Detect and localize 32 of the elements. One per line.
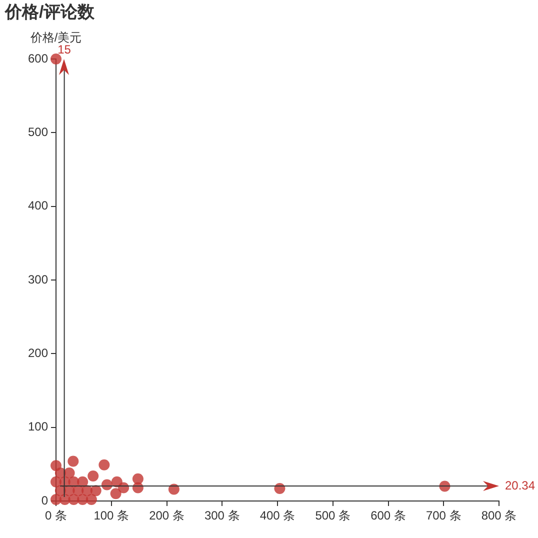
point	[110, 488, 122, 500]
point	[168, 484, 180, 495]
point	[77, 476, 88, 488]
point	[68, 456, 79, 467]
point	[88, 470, 99, 482]
x-tick-label: 400 条	[260, 508, 296, 523]
point	[86, 494, 97, 506]
point	[98, 459, 110, 470]
y-tick-label: 200	[28, 346, 48, 360]
x-tick-label: 200 条	[149, 508, 184, 523]
point	[50, 54, 62, 64]
x-tick-label: 800 条	[481, 508, 517, 523]
y-tick-label: 500	[28, 124, 48, 139]
y-tick-label: 0	[41, 493, 48, 508]
point	[90, 485, 102, 496]
x-tick-label: 100 条	[94, 508, 130, 523]
point	[64, 468, 75, 479]
y-tick-label: 300	[28, 272, 48, 286]
ref-line-label: 20.34	[505, 478, 536, 492]
point	[132, 473, 144, 484]
y-tick-label: 600	[28, 51, 48, 66]
y-axis-title: 价格/美元	[29, 30, 82, 44]
x-tick-label: 0 条	[44, 508, 68, 523]
x-tick-label: 300 条	[204, 508, 240, 523]
ref-line-label: 15	[58, 42, 72, 56]
x-tick-label: 700 条	[426, 508, 462, 523]
x-tick-label: 500 条	[315, 508, 351, 523]
y-tick-label: 400	[28, 198, 48, 213]
x-tick-label: 600 条	[370, 508, 406, 523]
point	[50, 460, 62, 472]
chart-title: 价格/评论数	[4, 2, 96, 22]
y-tick-label: 100	[28, 420, 48, 434]
